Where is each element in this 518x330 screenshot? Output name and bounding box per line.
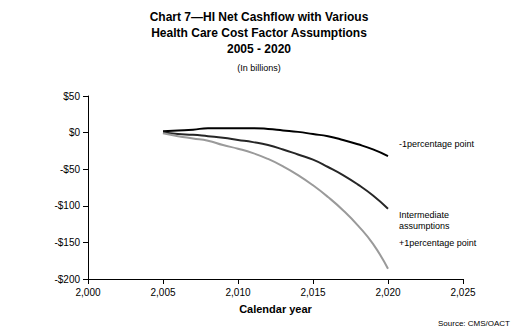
svg-text:Calendar year: Calendar year	[239, 303, 312, 315]
svg-text:-$200: -$200	[54, 274, 80, 285]
svg-text:Intermediate: Intermediate	[399, 210, 449, 220]
svg-text:2005 - 2020: 2005 - 2020	[227, 42, 291, 56]
svg-text:+1percentage point: +1percentage point	[399, 238, 477, 248]
svg-text:2,015: 2,015	[300, 287, 325, 298]
svg-text:-1percentage point: -1percentage point	[399, 139, 475, 149]
svg-text:Health Care Cost Factor Assump: Health Care Cost Factor Assumptions	[151, 26, 367, 40]
svg-text:$50: $50	[63, 91, 80, 102]
svg-text:2,010: 2,010	[225, 287, 250, 298]
svg-text:assumptions: assumptions	[399, 221, 450, 231]
svg-text:Source: CMS/OACT: Source: CMS/OACT	[438, 319, 510, 328]
svg-text:$0: $0	[69, 127, 81, 138]
svg-text:2,020: 2,020	[375, 287, 400, 298]
svg-text:-$50: -$50	[60, 164, 80, 175]
svg-text:2,025: 2,025	[450, 287, 475, 298]
svg-text:-$100: -$100	[54, 200, 80, 211]
svg-text:-$150: -$150	[54, 237, 80, 248]
svg-text:Chart 7—HI Net Cashflow with V: Chart 7—HI Net Cashflow with Various	[150, 10, 369, 24]
svg-text:(In billions): (In billions)	[237, 63, 281, 73]
svg-text:2,000: 2,000	[75, 287, 100, 298]
svg-text:2,005: 2,005	[150, 287, 175, 298]
